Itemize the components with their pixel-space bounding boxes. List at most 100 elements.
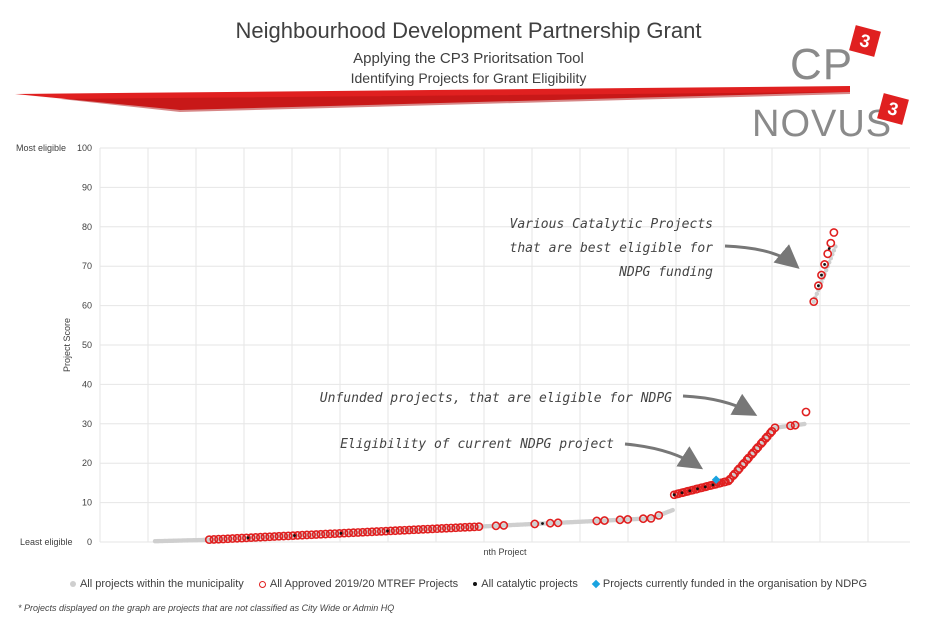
cp3-logo: CP	[790, 40, 854, 89]
data-point-mtref	[358, 527, 368, 537]
data-point-mtref	[423, 524, 433, 534]
data-point-mtref	[761, 433, 771, 443]
data-point-catalytic	[823, 263, 826, 266]
data-point-mtref	[646, 513, 656, 523]
y-tick-label: 100	[77, 143, 92, 153]
data-point-mtref	[321, 529, 330, 539]
black-dot-icon	[473, 582, 478, 587]
y-tick-label: 50	[82, 340, 92, 350]
data-point-municipality	[670, 507, 675, 513]
data-point-catalytic	[703, 485, 707, 489]
page-title: Neighbourhood Development Partnership Gr…	[235, 18, 702, 43]
data-point-mtref	[409, 525, 419, 535]
y-tick-label: 70	[82, 261, 92, 271]
data-point-mtref	[801, 407, 811, 417]
annotation-text: Eligibility of current NDPG project	[340, 437, 614, 452]
data-point-mtref	[390, 526, 400, 536]
data-point-mtref	[255, 532, 265, 542]
data-point-mtref	[441, 523, 451, 533]
novus-logo: NOVUS	[752, 103, 893, 145]
data-point-mtref	[414, 525, 423, 534]
data-point-mtref	[209, 535, 219, 544]
data-point-mtref	[204, 535, 214, 545]
y-bottom-label: Least eligible	[20, 537, 73, 547]
data-point-mtref	[600, 516, 609, 525]
data-point-mtref	[372, 527, 382, 536]
arrow-current	[624, 442, 704, 470]
data-point-municipality	[802, 421, 807, 427]
y-tick-label: 20	[82, 458, 92, 468]
data-point-mtref	[724, 476, 733, 486]
data-point-mtref	[733, 465, 743, 475]
data-point-mtref	[823, 249, 833, 259]
y-tick-label: 80	[82, 222, 92, 232]
data-point-municipality	[831, 248, 837, 253]
data-point-mtref	[283, 531, 293, 541]
data-point-mtref	[742, 455, 752, 465]
page-subtitle: Applying the CP3 Prioritsation Tool	[353, 50, 584, 67]
blue-diamond-icon	[591, 579, 601, 589]
data-point-mtref	[218, 534, 228, 544]
y-tick-label: 90	[82, 182, 92, 192]
chart-legend: All projects within the municipality All…	[0, 578, 937, 590]
data-point-mtref	[826, 238, 836, 248]
data-point-mtref	[446, 523, 456, 533]
data-point-mtref	[790, 420, 800, 430]
data-point-mtref	[367, 527, 377, 537]
data-point-mtref	[279, 531, 289, 541]
y-top-label: Most eligible	[16, 143, 66, 153]
red-swoosh	[15, 86, 850, 112]
data-point-mtref	[820, 260, 829, 269]
annotation-text: Various Catalytic Projects	[510, 217, 714, 232]
data-point-mtref	[335, 528, 344, 538]
footnote: * Projects displayed on the graph are pr…	[18, 603, 395, 613]
y-axis-label: Project Score	[62, 318, 72, 372]
annotation-text: Unfunded projects, that are eligible for…	[320, 391, 672, 406]
y-tick-label: 30	[82, 419, 92, 429]
data-point-mtref	[437, 524, 447, 533]
y-tick-label: 10	[82, 498, 92, 508]
data-point-mtref	[756, 439, 766, 449]
data-point-catalytic	[696, 487, 699, 491]
data-point-mtref	[395, 526, 405, 535]
data-point-mtref	[269, 532, 279, 541]
legend-item-ndpg: Projects currently funded in the organis…	[591, 578, 867, 590]
data-point-mtref	[553, 518, 563, 528]
legend-item-mtref: All Approved 2019/20 MTREF Projects	[258, 578, 461, 590]
data-point-mtref	[738, 460, 747, 470]
data-point-mtref	[809, 297, 819, 307]
data-point-mtref	[214, 534, 223, 544]
data-point-mtref	[418, 524, 428, 534]
data-point-mtref	[623, 515, 633, 524]
data-point-catalytic	[680, 491, 684, 495]
data-point-catalytic	[827, 247, 831, 250]
data-point-municipality	[811, 299, 816, 304]
data-point-mtref	[251, 533, 261, 542]
data-point-mtref	[330, 529, 340, 538]
data-point-mtref	[307, 530, 316, 540]
data-point-mtref	[242, 533, 251, 543]
data-point-mtref	[817, 270, 826, 280]
page-subtitle-secondary: Identifying Projects for Grant Eligibili…	[350, 70, 587, 86]
data-point-mtref	[765, 428, 775, 438]
data-point-catalytic	[293, 534, 296, 537]
scatter-chart: 0 10 20 30 40 50 60 70 80 90 100 Most eligible Least…	[16, 143, 910, 557]
data-point-catalytic	[817, 284, 820, 288]
data-point-mtref	[432, 524, 442, 534]
data-point-mtref	[814, 281, 823, 291]
grey-dot-icon	[69, 581, 76, 588]
data-point-catalytic	[246, 536, 250, 540]
data-point-mtref	[770, 423, 780, 433]
data-point-mtref	[316, 529, 326, 539]
data-point-mtref	[376, 526, 386, 536]
y-tick-label: 0	[87, 537, 92, 547]
data-point-mtref	[451, 523, 461, 533]
data-point-mtref	[344, 528, 354, 538]
annotation-text: that are best eligible for	[510, 241, 714, 256]
data-point-mtref	[362, 527, 372, 537]
data-point-mtref	[747, 449, 757, 459]
data-point-mtref	[288, 531, 298, 541]
data-point-mtref	[223, 534, 233, 544]
data-point-catalytic	[711, 483, 715, 487]
data-point-mtref	[381, 526, 391, 536]
